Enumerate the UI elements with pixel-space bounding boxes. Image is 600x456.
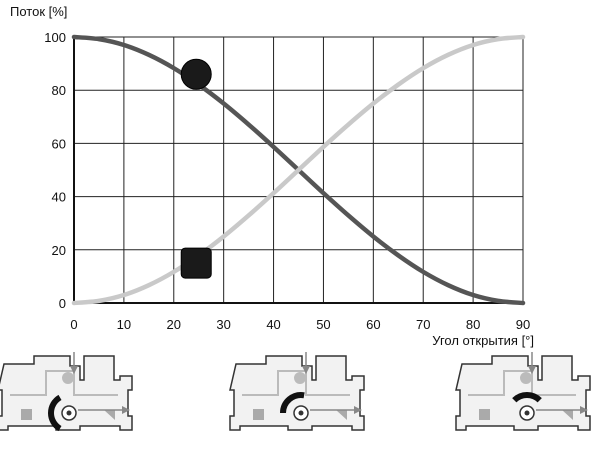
- markers-layer: [180, 58, 212, 279]
- top-port-circle: [62, 372, 74, 384]
- y-axis-title: Поток [%]: [10, 4, 67, 19]
- x-tick-label: 80: [466, 317, 480, 332]
- x-axis-title: Угол открытия [°]: [432, 333, 534, 348]
- x-tick-label: 30: [216, 317, 230, 332]
- valve-position-90: [455, 352, 591, 431]
- x-tick-label: 10: [117, 317, 131, 332]
- square-marker: [180, 247, 212, 279]
- axes: [73, 37, 525, 304]
- right-port-triangle: [104, 410, 115, 420]
- circle-marker: [180, 58, 212, 90]
- flow-arrow-out-head: [354, 406, 362, 414]
- y-tick-label: 0: [59, 296, 66, 311]
- x-tick-label: 0: [70, 317, 77, 332]
- right-port-triangle: [562, 410, 573, 420]
- tick-labels: 0 10 20 30 40 50 60 70 80 90 0 20 40 60 80 100: [44, 30, 530, 332]
- series-layer: [71, 34, 526, 306]
- valve-rotor-hub: [298, 410, 304, 416]
- flow-arrow-out-head: [580, 406, 588, 414]
- series-line-1: [71, 34, 526, 306]
- x-tick-label: 70: [416, 317, 430, 332]
- y-tick-label: 20: [52, 243, 66, 258]
- flow-arrow-head: [528, 366, 536, 374]
- valve-illustrations: [0, 352, 591, 432]
- x-tick-label: 50: [316, 317, 330, 332]
- y-tick-label: 40: [52, 190, 66, 205]
- valve-closure-arc: [280, 392, 305, 414]
- valve-rotor-hub: [524, 410, 530, 416]
- flow-arrow-head: [302, 366, 310, 374]
- left-port-square: [253, 409, 264, 420]
- flow-arrow-head: [70, 366, 78, 374]
- valve-position-0: [0, 352, 133, 432]
- y-tick-label: 100: [44, 30, 66, 45]
- valve-channel: [242, 370, 350, 396]
- flow-arrow-out-head: [122, 406, 130, 414]
- x-tick-label: 90: [516, 317, 530, 332]
- left-port-square: [479, 409, 490, 420]
- right-port-triangle: [336, 410, 347, 420]
- x-tick-label: 20: [167, 317, 181, 332]
- top-port-circle: [520, 372, 532, 384]
- valve-rotor-hub: [66, 410, 72, 416]
- valve-body: [0, 355, 133, 431]
- valve-closure-arc: [48, 394, 62, 432]
- valve-closure-arc: [512, 392, 542, 403]
- x-tick-label: 40: [266, 317, 280, 332]
- valve-position-45: [229, 352, 365, 431]
- y-tick-label: 80: [52, 83, 66, 98]
- y-tick-label: 60: [52, 136, 66, 151]
- valve-channel: [468, 370, 576, 396]
- left-port-square: [21, 409, 32, 420]
- top-port-circle: [294, 372, 306, 384]
- valve-channel: [10, 370, 118, 396]
- x-tick-label: 60: [366, 317, 380, 332]
